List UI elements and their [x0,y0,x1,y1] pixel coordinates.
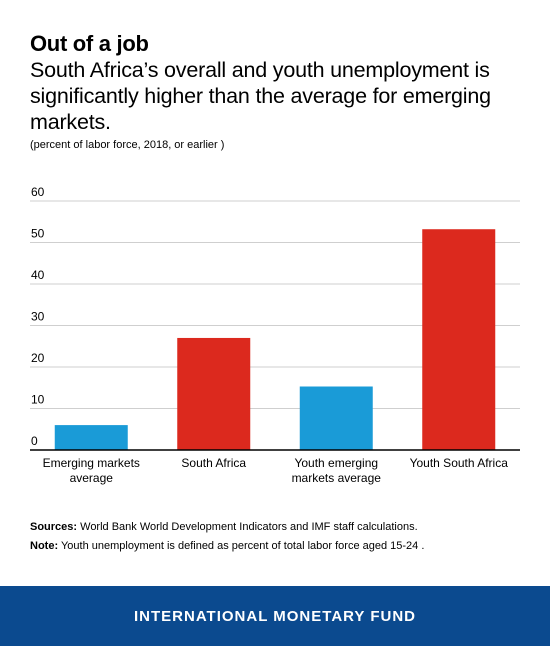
sources-text: World Bank World Development Indicators … [77,521,418,533]
y-tick-label: 40 [31,268,45,282]
y-tick-label: 50 [31,227,45,241]
chart-subtitle: South Africa’s overall and youth unemplo… [30,58,491,134]
imf-footer-bar: INTERNATIONAL MONETARY FUND [0,586,550,646]
footnotes: Sources: World Bank World Development In… [30,518,424,556]
bar [54,425,128,450]
note-text: Youth unemployment is defined as percent… [58,540,425,552]
category-label: average [70,471,114,485]
y-tick-label: 30 [31,310,45,324]
chart-title: Out of a job [30,31,149,56]
y-tick-label: 10 [31,393,45,407]
sources-label: Sources: [30,521,78,533]
y-tick-labels: 0 10 20 30 40 50 60 [31,185,45,448]
unit-note: (percent of labor force, 2018, or earlie… [30,139,225,151]
bar [299,386,373,450]
y-tick-label: 60 [31,185,45,199]
category-label: markets average [292,471,382,485]
note-line: Note: Youth unemployment is defined as p… [30,537,424,556]
bar [422,229,496,450]
y-tick-label: 0 [31,434,38,448]
category-label: Youth emerging [294,456,378,470]
bars [54,229,496,450]
category-label: Youth South Africa [410,456,509,470]
y-tick-label: 20 [31,351,45,365]
note-label: Note: [30,540,59,552]
bar [177,337,251,450]
imf-brand-text: INTERNATIONAL MONETARY FUND [134,607,416,625]
category-label: Emerging markets [43,456,140,470]
sources-line: Sources: World Bank World Development In… [30,518,424,537]
category-label: South Africa [181,456,246,470]
